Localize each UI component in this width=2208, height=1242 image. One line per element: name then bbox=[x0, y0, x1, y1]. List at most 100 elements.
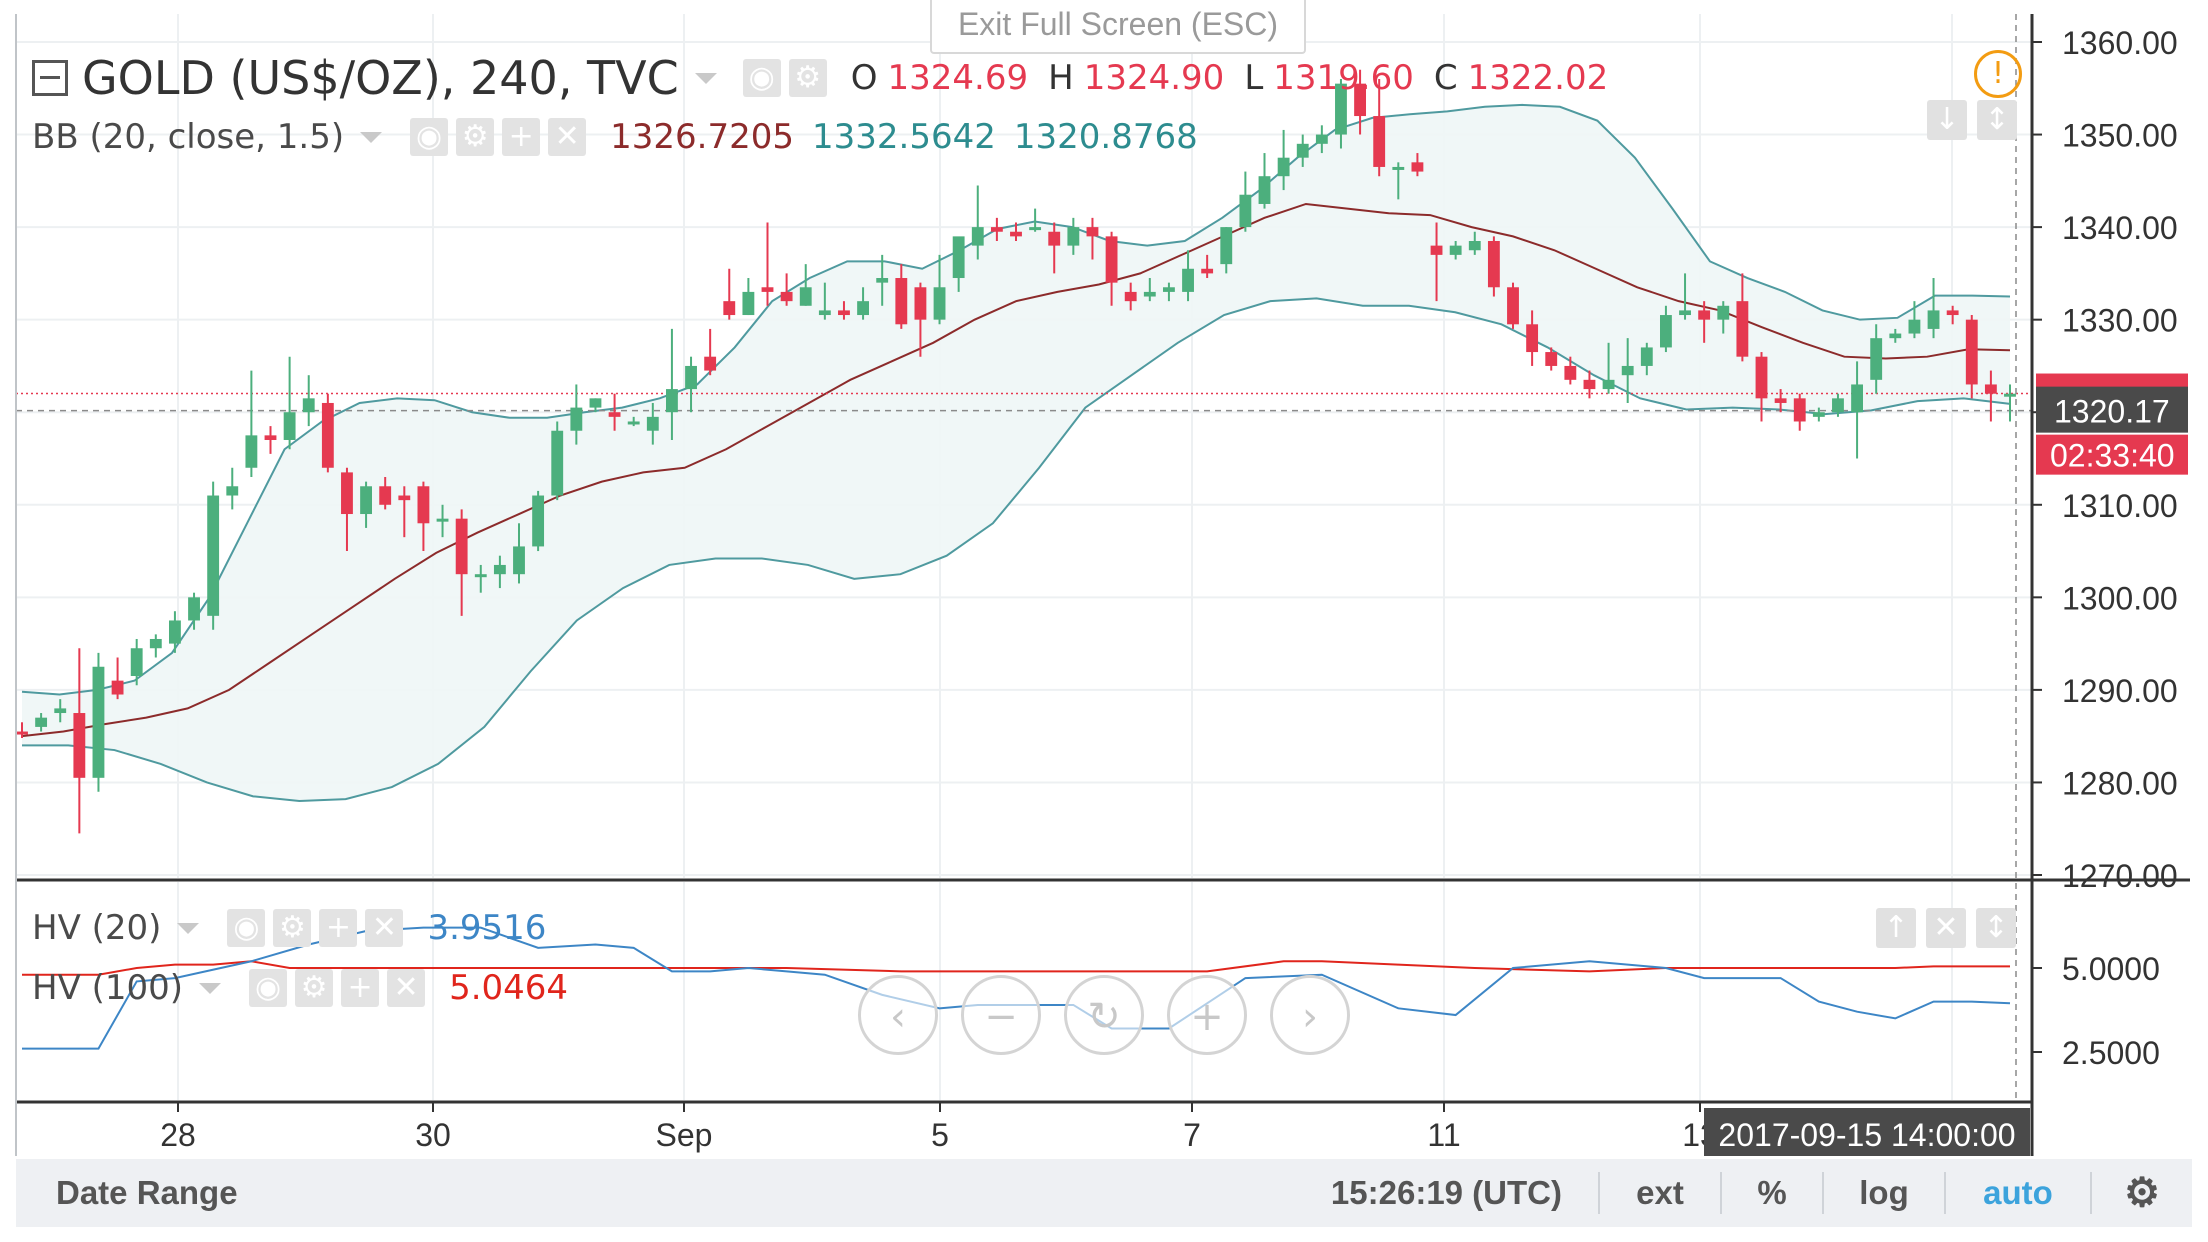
candle-body bbox=[1507, 287, 1519, 325]
plus-icon[interactable]: + bbox=[502, 118, 541, 156]
eye-icon[interactable]: ◉ bbox=[410, 118, 449, 156]
arrow-up-icon[interactable]: ↑ bbox=[1876, 908, 1916, 948]
date-range-button[interactable]: Date Range bbox=[56, 1174, 238, 1211]
close-icon[interactable]: ✕ bbox=[387, 969, 426, 1007]
price-label: 1350.00 bbox=[2062, 118, 2178, 154]
chevron-down-icon[interactable] bbox=[694, 72, 717, 84]
candle-body bbox=[513, 546, 525, 575]
expand-icon[interactable]: ↕ bbox=[1976, 908, 2016, 948]
gear-icon[interactable]: ⚙ bbox=[273, 909, 312, 947]
eye-icon[interactable]: ◉ bbox=[227, 909, 266, 947]
time-label: 5 bbox=[931, 1117, 949, 1153]
log-button[interactable]: log bbox=[1859, 1174, 1909, 1211]
close-icon[interactable]: ✕ bbox=[548, 118, 587, 156]
exit-fullscreen-toast[interactable]: Exit Full Screen (ESC) bbox=[930, 0, 1306, 54]
time-label: 28 bbox=[160, 1117, 196, 1153]
chevron-down-icon[interactable] bbox=[360, 131, 383, 143]
price-label: 1270.00 bbox=[2062, 858, 2178, 894]
candle-body bbox=[1526, 324, 1539, 353]
candle-body bbox=[321, 402, 334, 468]
candle-body bbox=[1067, 227, 1080, 246]
crosshair-price-label: 1320.17 bbox=[2054, 394, 2170, 430]
reset-button[interactable]: ↻ bbox=[1064, 975, 1144, 1055]
candle-body bbox=[207, 495, 220, 616]
candle-body bbox=[570, 407, 583, 431]
candle-body bbox=[2004, 393, 2016, 397]
price-label: 1280.00 bbox=[2062, 765, 2178, 801]
symbol-title[interactable]: GOLD (US$/OZ), 240, TVC bbox=[82, 51, 679, 105]
scroll-right-button[interactable]: › bbox=[1270, 975, 1350, 1055]
bb-lower-line bbox=[22, 297, 2011, 802]
divider bbox=[1822, 1172, 1824, 1214]
price-label: 1360.00 bbox=[2062, 25, 2178, 61]
zoom-in-button[interactable]: + bbox=[1167, 975, 1247, 1055]
hv20-title[interactable]: HV (20) bbox=[32, 908, 162, 948]
candle-body bbox=[723, 301, 736, 316]
bb-fill bbox=[22, 104, 2010, 801]
settings-gear-icon[interactable]: ⚙ bbox=[2124, 1171, 2160, 1215]
candle-body bbox=[1487, 240, 1500, 288]
percent-button[interactable]: % bbox=[1757, 1174, 1787, 1211]
clock[interactable]: 15:26:19 (UTC) bbox=[1330, 1174, 1562, 1211]
candle-body bbox=[1659, 315, 1672, 348]
candle-body bbox=[1545, 352, 1558, 366]
chevron-down-icon[interactable] bbox=[199, 982, 222, 994]
candle-body bbox=[1239, 194, 1252, 228]
close-pane-icon[interactable]: ✕ bbox=[1926, 908, 1966, 948]
eye-icon[interactable]: ◉ bbox=[742, 59, 781, 97]
gear-icon[interactable]: ⚙ bbox=[295, 969, 334, 1007]
candle-body bbox=[168, 620, 181, 644]
auto-button[interactable]: auto bbox=[1983, 1174, 2053, 1211]
candle-body bbox=[1832, 398, 1844, 413]
bb-value-lower: 1320.8768 bbox=[1013, 117, 1198, 157]
candle-body bbox=[1965, 319, 1978, 385]
bb-title[interactable]: BB (20, close, 1.5) bbox=[32, 117, 345, 157]
bottom-toolbar: Date Range 15:26:19 (UTC) ext % log auto… bbox=[16, 1159, 2192, 1227]
candle-body bbox=[914, 287, 927, 320]
arrow-down-icon[interactable]: ↓ bbox=[1927, 100, 1967, 140]
candle-body bbox=[1010, 231, 1022, 237]
collapse-icon[interactable] bbox=[32, 60, 68, 96]
expand-icon[interactable]: ↕ bbox=[1977, 100, 2017, 140]
gear-icon[interactable]: ⚙ bbox=[788, 59, 827, 97]
plus-icon[interactable]: + bbox=[319, 909, 358, 947]
close-icon[interactable]: ✕ bbox=[365, 909, 404, 947]
low-value: 1319.60 bbox=[1273, 58, 1414, 98]
time-label: 7 bbox=[1183, 1117, 1201, 1153]
candle-body bbox=[73, 713, 86, 778]
chevron-down-icon[interactable] bbox=[177, 922, 200, 934]
candle-body bbox=[1373, 116, 1386, 167]
candle-body bbox=[1162, 287, 1175, 292]
divider bbox=[1720, 1172, 1722, 1214]
ext-button[interactable]: ext bbox=[1636, 1174, 1684, 1211]
candle-body bbox=[857, 301, 870, 316]
hv100-title[interactable]: HV (100) bbox=[32, 968, 184, 1008]
close-value: 1322.02 bbox=[1467, 58, 1609, 98]
scroll-left-button[interactable]: ‹ bbox=[858, 975, 938, 1055]
candle-body bbox=[245, 435, 258, 468]
gear-icon[interactable]: ⚙ bbox=[456, 118, 495, 156]
time-label: Sep bbox=[656, 1117, 713, 1153]
candle-body bbox=[1927, 310, 1940, 329]
candle-body bbox=[704, 356, 717, 371]
plus-icon[interactable]: + bbox=[341, 969, 380, 1007]
countdown-label: 02:33:40 bbox=[2050, 438, 2175, 474]
candle-body bbox=[971, 227, 984, 246]
candle-body bbox=[799, 287, 812, 306]
eye-icon[interactable]: ◉ bbox=[249, 969, 288, 1007]
candle-body bbox=[188, 597, 200, 621]
candle-body bbox=[1315, 134, 1328, 144]
divider bbox=[2090, 1172, 2092, 1214]
candle-body bbox=[1220, 227, 1233, 265]
candle-body bbox=[341, 472, 353, 515]
candle-body bbox=[149, 638, 162, 649]
zoom-out-button[interactable]: − bbox=[961, 975, 1041, 1055]
hv100-value: 5.0464 bbox=[449, 968, 569, 1008]
candle-body bbox=[1124, 291, 1137, 302]
candle-body bbox=[1029, 227, 1042, 231]
price-label: 1340.00 bbox=[2062, 210, 2178, 246]
candle-body bbox=[493, 564, 506, 575]
alert-icon[interactable]: ! bbox=[1974, 50, 2022, 98]
candle-body bbox=[952, 236, 965, 279]
